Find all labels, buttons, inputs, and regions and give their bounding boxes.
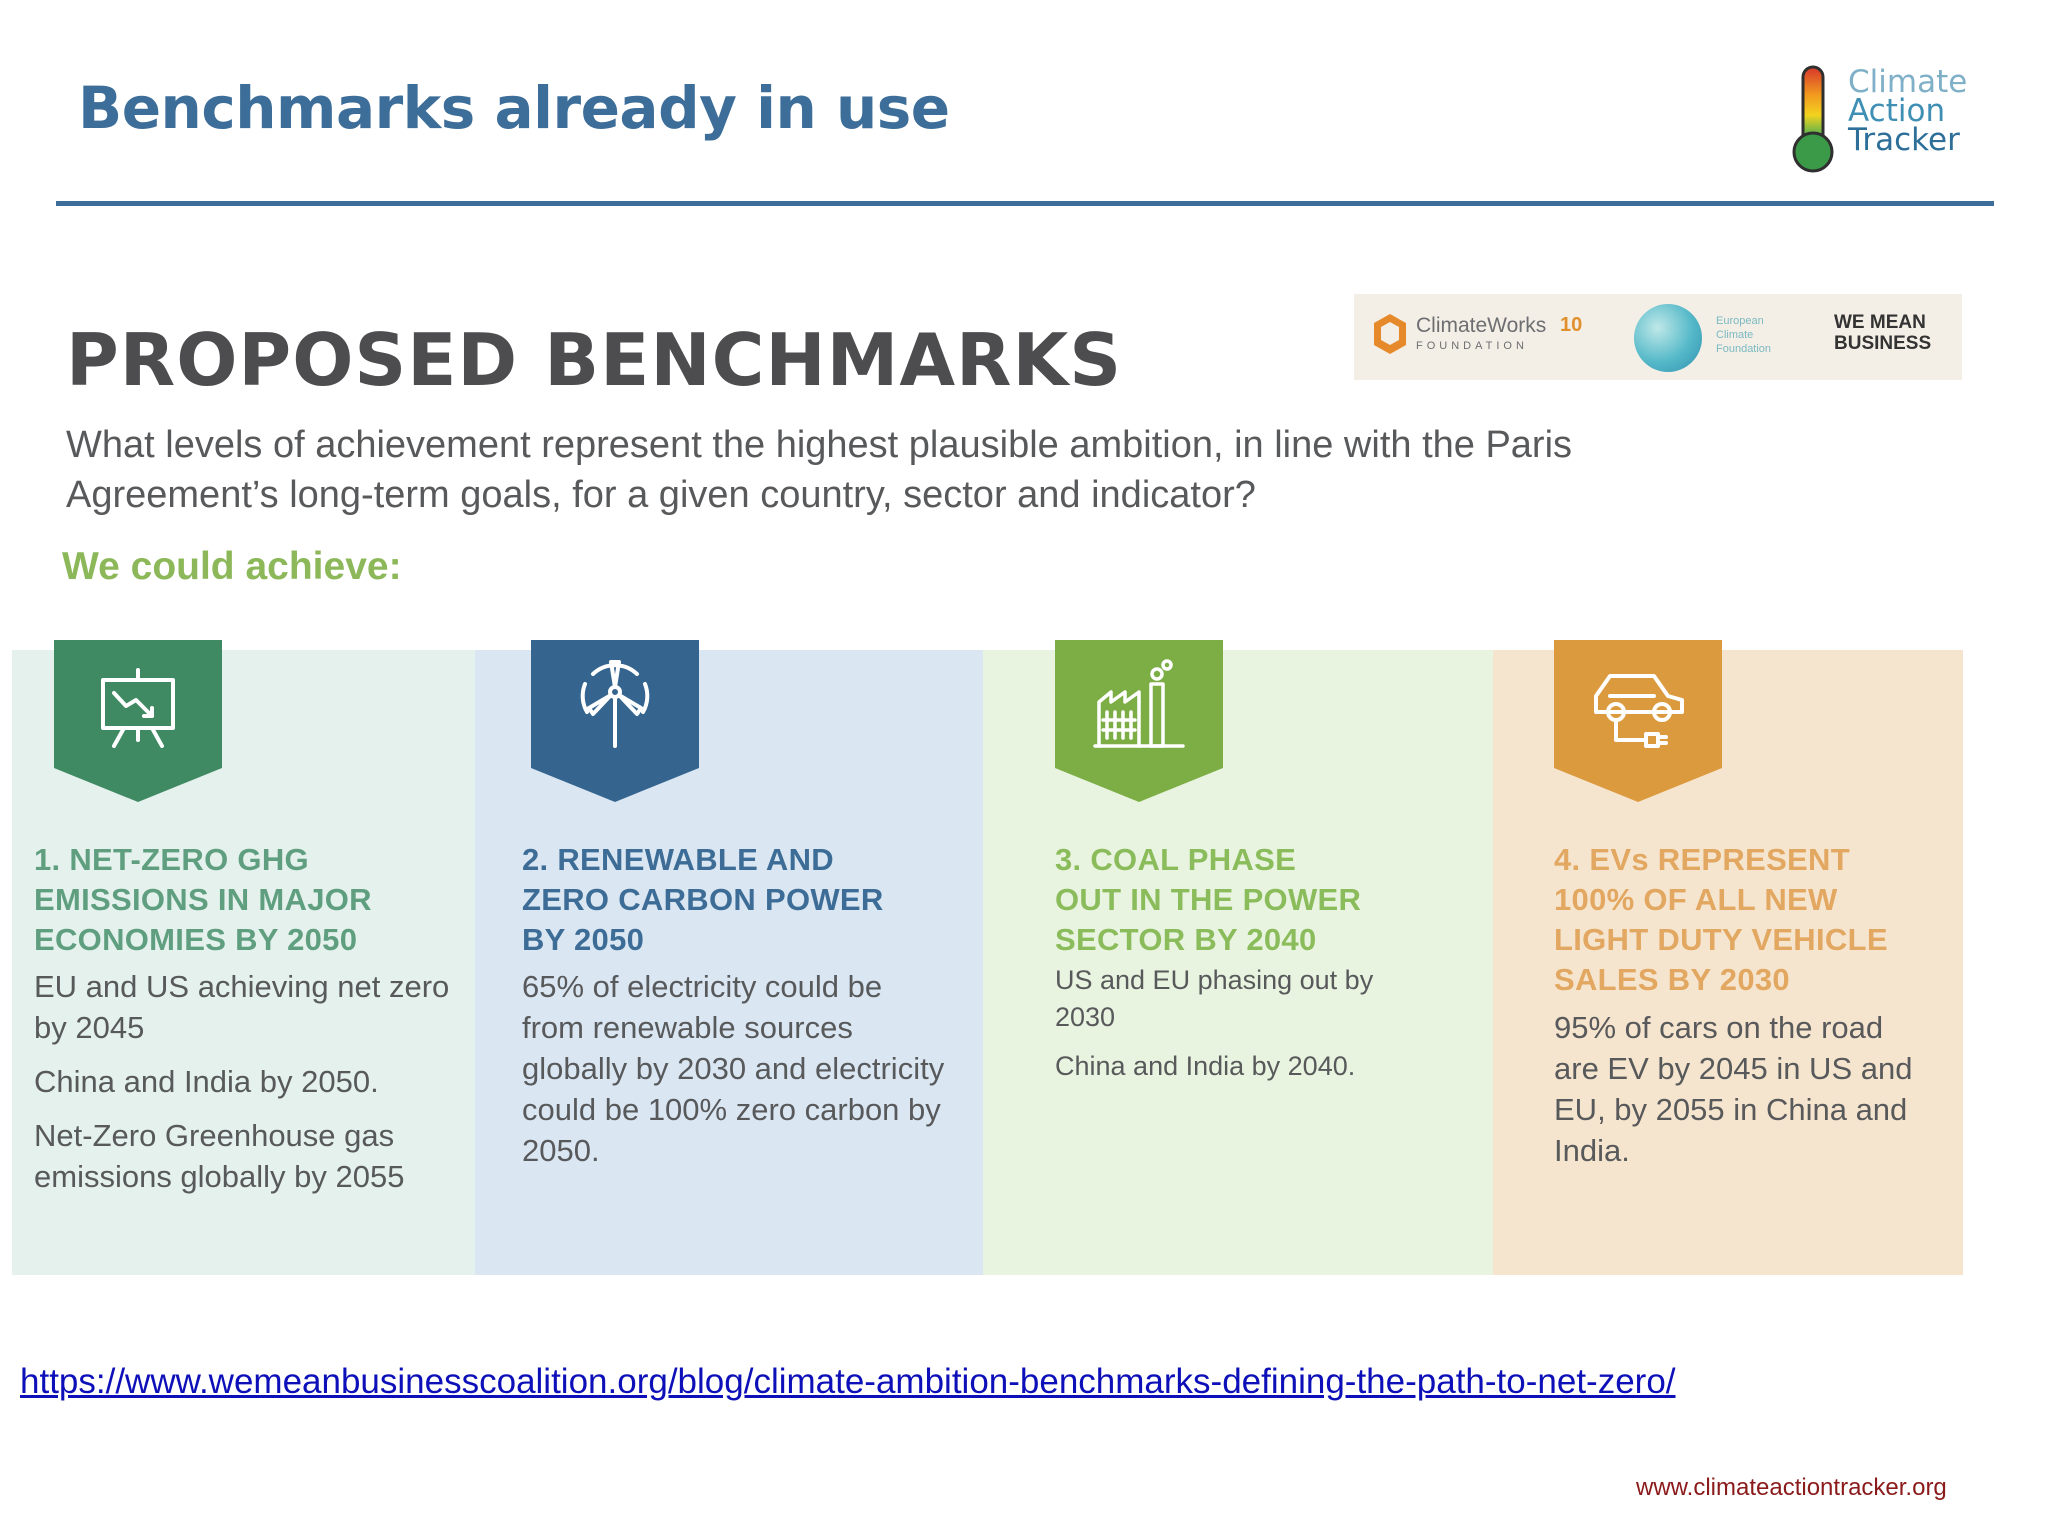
benchmark-column-4: 4. EVs REPRESENT 100% OF ALL NEW LIGHT D… xyxy=(1493,640,1963,1275)
benchmark-1-heading: 1. NET-ZERO GHG EMISSIONS IN MAJOR ECONO… xyxy=(34,840,372,960)
source-link[interactable]: https://www.wemeanbusinesscoalition.org/… xyxy=(20,1362,1676,1401)
benchmark-3-body: US and EU phasing out by 2030 China and … xyxy=(1055,962,1395,1097)
benchmark-1-body: EU and US achieving net zero by 2045 Chi… xyxy=(34,966,454,1210)
climate-action-tracker-logo: Climate Action Tracker xyxy=(1790,64,1990,174)
benchmark-4-heading: 4. EVs REPRESENT 100% OF ALL NEW LIGHT D… xyxy=(1554,840,1888,1000)
benchmark-2-heading-line: BY 2050 xyxy=(522,922,645,957)
benchmark-2-heading-line: ZERO CARBON POWER xyxy=(522,882,884,917)
benchmark-3-text: US and EU phasing out by 2030 xyxy=(1055,965,1374,1032)
ecf-line-2: Climate xyxy=(1716,329,1754,341)
benchmark-4-heading-line: 4. EVs REPRESENT xyxy=(1554,842,1850,877)
benchmark-1-heading-line: 1. NET-ZERO GHG xyxy=(34,842,309,877)
benchmark-2-text: 65% of electricity could be from renewab… xyxy=(522,969,945,1168)
wmb-line-1: WE MEAN xyxy=(1834,312,1926,333)
benchmark-4-heading-line: 100% OF ALL NEW xyxy=(1554,882,1838,917)
ecf-line-1: European xyxy=(1716,315,1764,327)
electric-car-icon xyxy=(1554,640,1722,802)
benchmark-1-heading-line: EMISSIONS IN MAJOR xyxy=(34,882,372,917)
achieve-label: We could achieve: xyxy=(62,545,402,588)
benchmark-4-text: 95% of cars on the road are EV by 2045 i… xyxy=(1554,1010,1913,1168)
ecf-line-3: Foundation xyxy=(1716,343,1772,355)
partner-logos: ClimateWorks FOUNDATION 10 European Clim… xyxy=(1354,294,1962,380)
presentation-chart-icon xyxy=(54,640,222,802)
benchmark-column-1: 1. NET-ZERO GHG EMISSIONS IN MAJOR ECONO… xyxy=(12,640,475,1275)
benchmark-4-heading-line: LIGHT DUTY VEHICLE xyxy=(1554,922,1888,957)
benchmark-1-text: China and India by 2050. xyxy=(34,1064,379,1099)
climateworks-name: ClimateWorks xyxy=(1416,314,1547,337)
thermometer-icon xyxy=(1792,65,1834,173)
benchmark-2-body: 65% of electricity could be from renewab… xyxy=(522,966,952,1184)
climateworks-badge: 10 xyxy=(1560,314,1583,336)
benchmark-1-text: Net-Zero Greenhouse gas emissions global… xyxy=(34,1118,405,1194)
benchmark-3-heading: 3. COAL PHASE OUT IN THE POWER SECTOR BY… xyxy=(1055,840,1361,960)
wind-turbine-icon xyxy=(531,640,699,802)
benchmark-3-text: China and India by 2040. xyxy=(1055,1051,1356,1081)
benchmark-2-heading-line: 2. RENEWABLE AND xyxy=(522,842,834,877)
ecf-name: European Climate Foundation xyxy=(1716,314,1771,356)
slide-title: Benchmarks already in use xyxy=(78,74,950,142)
benchmark-1-heading-line: ECONOMIES BY 2050 xyxy=(34,922,358,957)
climateworks-logo-icon xyxy=(1374,314,1406,354)
european-climate-foundation-icon xyxy=(1634,304,1702,372)
infographic-heading: PROPOSED BENCHMARKS xyxy=(66,318,1123,402)
benchmark-3-heading-line: OUT IN THE POWER xyxy=(1055,882,1362,917)
proposed-benchmarks-infographic: PROPOSED BENCHMARKS What levels of achie… xyxy=(0,270,1970,1290)
wmb-line-2: BUSINESS xyxy=(1834,333,1932,354)
climateworks-sub: FOUNDATION xyxy=(1416,340,1528,352)
benchmark-column-3: 3. COAL PHASE OUT IN THE POWER SECTOR BY… xyxy=(983,640,1493,1275)
benchmark-3-heading-line: 3. COAL PHASE xyxy=(1055,842,1297,877)
we-mean-business-logo: WE MEAN BUSINESS xyxy=(1834,312,1931,354)
benchmark-1-text: EU and US achieving net zero by 2045 xyxy=(34,969,450,1045)
benchmark-4-heading-line: SALES BY 2030 xyxy=(1554,962,1790,997)
benchmark-2-heading: 2. RENEWABLE AND ZERO CARBON POWER BY 20… xyxy=(522,840,884,960)
benchmark-column-2: 2. RENEWABLE AND ZERO CARBON POWER BY 20… xyxy=(475,640,983,1275)
logo-word-action: Action xyxy=(1848,93,1946,129)
benchmark-3-heading-line: SECTOR BY 2040 xyxy=(1055,922,1317,957)
benchmark-4-body: 95% of cars on the road are EV by 2045 i… xyxy=(1554,1007,1934,1184)
factory-icon xyxy=(1055,640,1223,802)
logo-word-tracker: Tracker xyxy=(1848,122,1960,158)
logo-word-climate: Climate xyxy=(1848,64,1968,100)
footer-url: www.climateactiontracker.org xyxy=(1636,1474,1947,1501)
infographic-question: What levels of achievement represent the… xyxy=(66,424,1573,516)
title-divider xyxy=(56,201,1994,206)
